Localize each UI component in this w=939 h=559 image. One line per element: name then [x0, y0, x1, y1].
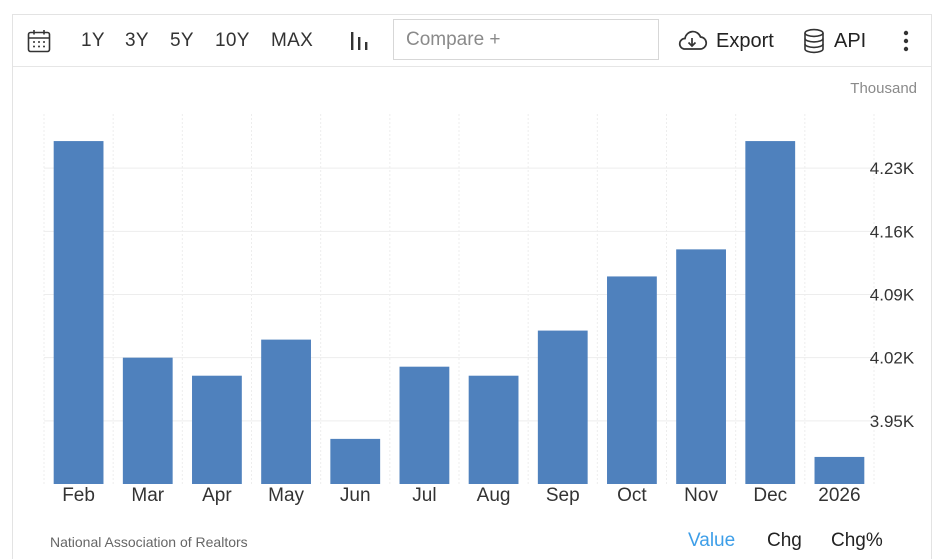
range-5y-button[interactable]: 5Y [170, 30, 194, 51]
x-tick-label: Nov [684, 485, 718, 506]
x-tick-label: Jun [340, 485, 371, 506]
toolbar: 1Y 3Y 5Y 10Y MAX Export API [13, 15, 931, 67]
database-icon [804, 28, 824, 54]
range-10y-button[interactable]: 10Y [215, 30, 250, 51]
api-button[interactable]: API [802, 25, 866, 57]
chart-frame [12, 14, 932, 559]
y-tick-label: 4.23K [870, 159, 915, 178]
api-label: API [834, 29, 867, 52]
cloud-download-icon [678, 30, 708, 50]
export-button[interactable]: Export [676, 25, 774, 57]
mode-chg-button[interactable]: Chg [767, 530, 802, 551]
x-tick-label: Feb [62, 485, 95, 506]
bar-chart: Feb Mar Apr May Jun Jul Aug Sep Oct Nov Dec 2026 3.9… [43, 114, 915, 506]
export-label: Export [716, 29, 774, 52]
bar [814, 456, 865, 484]
bar [399, 366, 450, 484]
compare-input[interactable] [393, 19, 659, 60]
x-tick-label: Apr [202, 485, 232, 506]
unit-label: Thousand [850, 80, 917, 97]
bar [676, 249, 726, 484]
bar [53, 141, 104, 484]
x-tick-label: Sep [546, 485, 580, 506]
bar [537, 330, 588, 484]
bar-chart-icon[interactable] [348, 29, 372, 53]
calendar-icon[interactable] [27, 29, 51, 53]
more-vertical-icon[interactable] [897, 27, 915, 55]
x-tick-label: Mar [131, 485, 164, 506]
bar [607, 276, 657, 484]
range-3y-button[interactable]: 3Y [125, 30, 149, 51]
range-max-button[interactable]: MAX [271, 30, 314, 51]
bar [330, 438, 381, 484]
mode-value-button[interactable]: Value [688, 530, 736, 551]
mode-chgpct-button[interactable]: Chg% [831, 530, 883, 551]
x-tick-label: Aug [477, 485, 511, 506]
y-tick-label: 4.02K [870, 349, 915, 368]
y-tick-label: 3.95K [870, 412, 915, 431]
bar [122, 357, 173, 484]
range-1y-button[interactable]: 1Y [81, 30, 105, 51]
x-tick-label: Dec [753, 485, 787, 506]
x-tick-label: May [268, 485, 304, 506]
bar [745, 141, 796, 484]
x-tick-label: Jul [412, 485, 436, 506]
source-label: National Association of Realtors [50, 534, 248, 550]
bar [192, 375, 242, 484]
x-tick-label: 2026 [818, 485, 860, 506]
bar [468, 375, 519, 484]
y-tick-label: 4.09K [870, 285, 915, 304]
bar [261, 339, 311, 484]
y-tick-label: 4.16K [870, 222, 915, 241]
x-tick-label: Oct [617, 485, 647, 506]
